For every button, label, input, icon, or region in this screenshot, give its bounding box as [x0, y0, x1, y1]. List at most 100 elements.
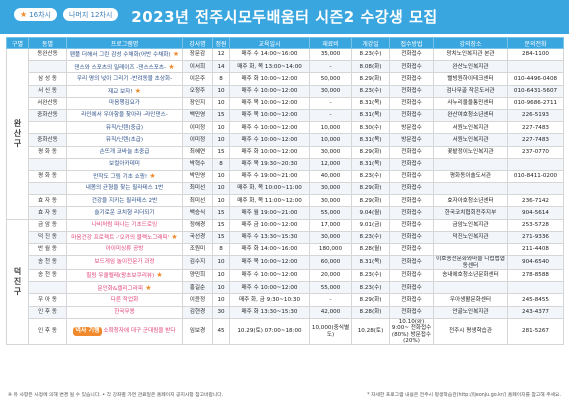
star-icon: ★	[170, 50, 180, 59]
program-cell: 손뜨개 코바늘 초중급	[66, 145, 183, 159]
program-cell: 보드게임 놀이전문가 과정	[66, 255, 183, 271]
phone-cell: 284-1100	[507, 47, 564, 62]
teacher-cell: 김현경	[182, 305, 213, 319]
teacher-cell: 최미선	[182, 182, 213, 196]
start-date-cell: 8.31(목)	[351, 157, 390, 171]
teacher-cell: 장문감	[182, 47, 213, 62]
capacity-cell: 10	[212, 84, 230, 98]
schedule-cell: 매주 화 13:30~15:30	[229, 305, 310, 319]
capacity-cell: 10	[212, 182, 230, 196]
table-row: 반 월 동 아이미싱류 공방 조원미 8 매주 화 14:00~16:00 180,000…	[7, 242, 564, 257]
method-cell: 전화접수	[389, 108, 434, 123]
method-cell: 전화접수	[389, 72, 434, 86]
start-date-cell: 8.31(목)	[351, 108, 390, 123]
schedule-cell: 매주 월 19:00~21:00	[229, 206, 310, 220]
start-date-cell: 8.31(목)	[351, 255, 390, 271]
phone-cell: 281-5267	[507, 317, 564, 346]
teacher-cell: 국선경	[182, 230, 213, 245]
method-cell: 전화접수	[389, 255, 434, 271]
teacher-cell: 박혁수	[182, 157, 213, 171]
capacity-cell: 10	[212, 255, 230, 271]
table-row: 완산구 동완산동 팬플 더해서 그린 감성 수채화(어반 수채화) ★ 장문감 12 매주…	[6, 47, 564, 220]
method-cell: 방문접수	[389, 121, 434, 135]
program-cell: 팬플 더해서 그린 감성 수채화(어반 수채화) ★	[66, 47, 183, 62]
phone-cell: 227-7483	[507, 133, 564, 147]
phone-cell: 010-8411-0200	[507, 169, 564, 184]
place-cell: 한국코치협회전주지부	[433, 206, 508, 220]
table-body: 완산구 동완산동 팬플 더해서 그린 감성 수채화(어반 수채화) ★ 장문감 12 매주…	[6, 47, 564, 346]
program-cell: 문인화&캘리그라피 ★	[66, 281, 183, 295]
capacity-cell: 14	[212, 60, 230, 74]
method-cell: 전화접수	[389, 242, 434, 257]
schedule-cell: 매주 화 10:00~12:00	[229, 72, 310, 86]
method-cell: 전화접수	[389, 293, 434, 307]
dong-cell: 중화산동	[28, 108, 67, 123]
program-cell: 한국무용	[66, 305, 183, 319]
place-cell	[433, 157, 508, 171]
method-cell: 전화접수	[389, 218, 434, 232]
dong-cell: 동완산동	[28, 47, 67, 62]
phone-cell: 010-4496-0408	[507, 72, 564, 86]
teacher-cell: 이윤정	[182, 293, 213, 307]
teacher-cell: 오정주	[182, 84, 213, 98]
schedule-cell: 매주 화 14:00~16:00	[229, 242, 310, 257]
method-cell: 방문접수	[389, 133, 434, 147]
teacher-cell: 조원미	[182, 242, 213, 257]
method-cell: 전화접수	[389, 194, 434, 208]
teacher-cell: 이은주	[182, 72, 213, 86]
start-date-cell: 9.01(금)	[351, 218, 390, 232]
phone-cell	[507, 60, 564, 74]
schedule-cell: 매주 수 14:00~16:00	[229, 47, 310, 62]
method-cell: 전화접수	[389, 269, 434, 283]
teacher-cell: 임보경	[182, 317, 213, 346]
dong-cell: 평 화 동	[28, 169, 67, 184]
table-row: 내몸의 균형을 찾는 필라테스 1반 최미선 10 매주 화, 목 10:00~11:…	[7, 182, 564, 196]
table-row: 덕 진 동 마음건강 프로젝트 -'오카의 블랙노그래피' ★ 국선경 15 매주 수 …	[7, 230, 564, 245]
start-date-cell: 8.23(수)	[351, 230, 390, 245]
method-cell: 전화접수	[389, 206, 434, 220]
capacity-cell: 15	[212, 230, 230, 245]
column-header: 교육일시	[229, 37, 310, 49]
place-cell: 서원노인복지관	[433, 121, 508, 135]
dong-cell	[28, 182, 67, 196]
program-cell: 뮤직/닌텐(중급)	[66, 121, 183, 135]
schedule-cell: 매주 목 10:00~12:00	[229, 96, 310, 110]
capacity-cell: 8	[212, 72, 230, 86]
place-cell: 완산여호청소년센터	[433, 108, 508, 123]
table-row: 효 자 동 건강을 지키는 필라테스 2반 최미선 10 매주 화, 목 11:00~1…	[7, 194, 564, 208]
star-icon: ★	[166, 62, 175, 71]
place-cell	[433, 182, 508, 196]
place-cell: 이호송천문화와마을 디럽랩협동센터	[433, 255, 508, 271]
dong-cell: 송 천 동	[28, 269, 67, 283]
schedule-cell: 10.29(토) 07:00~18:00	[229, 317, 310, 346]
program-cell: 아이미싱류 공방	[66, 242, 183, 257]
start-date-cell: 8.23(수)	[351, 281, 390, 295]
schedule-cell: 매주 수 10:00~12:00	[229, 133, 310, 147]
table-row: 중화산동 뮤직/닌텐(초급) 이미정 10 매주 수 10:00~12:00 10,000…	[7, 133, 564, 147]
place-cell: 검나무골 작은도서관	[433, 84, 508, 98]
capacity-cell: 15	[212, 145, 230, 159]
phone-cell: 237-0770	[507, 145, 564, 159]
phone-cell: 236-7142	[507, 194, 564, 208]
table-row: 문인화&캘리그라피 ★ 홍길순 10 매주 수 10:00~12:00 55,000 8.…	[7, 281, 564, 295]
fee-cell: 30,000	[309, 194, 352, 208]
method-cell: 전화접수	[389, 84, 434, 98]
column-header: 개강일	[351, 37, 390, 49]
column-header: 프로그램명	[66, 37, 183, 49]
table-row: 평 화 동 만작도 그림 기초 쇼핑! ★ 박민영 10 매주 수 19:00~21:0…	[7, 169, 564, 184]
table-row: 평 화 동 손뜨개 코바늘 초중급 최혜연 15 매주 화 10:00~12:00 30,…	[7, 145, 564, 159]
special-badge: 역사 기행	[73, 327, 102, 337]
place-cell: 꽃밭정이노인복지관	[433, 145, 508, 159]
place-cell: 덕진노인복지관	[433, 230, 508, 245]
star-icon: ★	[147, 172, 156, 181]
dong-cell: 덕 진 동	[28, 230, 67, 245]
phone-cell: 226-5193	[507, 108, 564, 123]
method-cell: 전화접수	[389, 305, 434, 319]
place-cell: 평화동이솔도서관	[433, 169, 508, 184]
dong-cell: 송 천 동	[28, 255, 67, 271]
capacity-cell: 10	[212, 194, 230, 208]
method-cell: 전화접수	[389, 230, 434, 245]
phone-cell: 253-5728	[507, 218, 564, 232]
fee-cell: -	[309, 96, 352, 110]
phone-cell: 010-9686-2711	[507, 96, 564, 110]
